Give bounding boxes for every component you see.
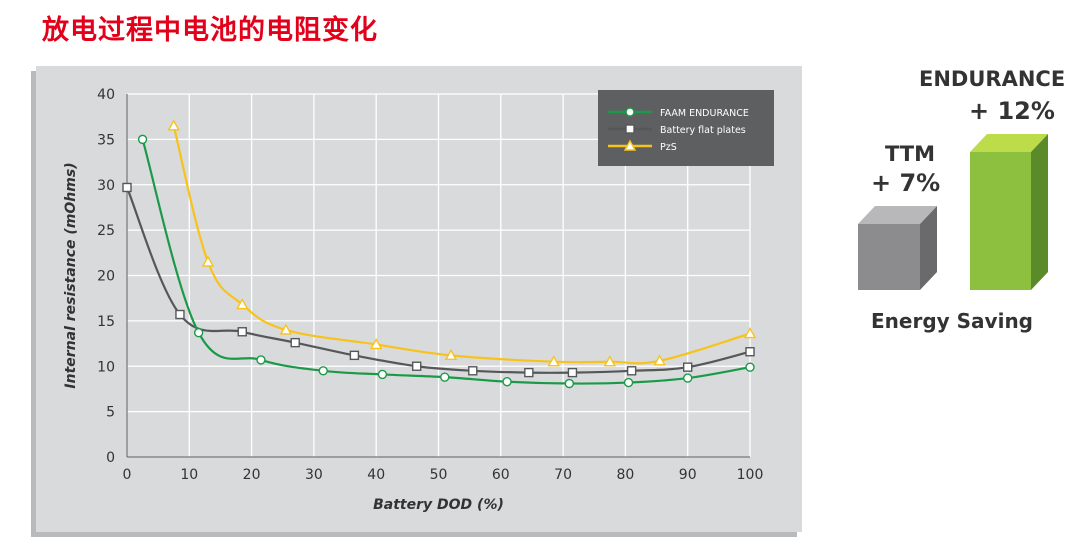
legend-label: FAAM ENDURANCE <box>660 108 749 119</box>
x-tick-label: 80 <box>616 467 634 483</box>
legend-swatch-marker <box>625 107 635 117</box>
data-point <box>175 309 185 320</box>
data-point <box>547 355 560 367</box>
legend-label: Battery flat plates <box>660 125 746 136</box>
data-point <box>444 348 458 361</box>
data-point <box>567 367 578 378</box>
data-point <box>745 347 755 357</box>
y-axis-title: Internal resistance (mOhms) <box>63 162 79 388</box>
x-tick-label: 20 <box>243 467 261 483</box>
data-point <box>411 361 422 371</box>
series-layer <box>122 119 757 389</box>
y-tick-label: 35 <box>97 132 115 148</box>
y-tick-label: 10 <box>97 359 115 375</box>
series-pzs <box>167 119 757 367</box>
resistance-line-chart: 0 10 20 30 40 50 60 70 80 90 100 0 5 10 15 20 25 30 35 40 Ba… <box>63 87 774 513</box>
x-tick-label: 40 <box>367 467 385 483</box>
series-line <box>172 125 751 365</box>
data-point <box>137 134 148 145</box>
ttm-label: TTM <box>885 142 936 166</box>
endurance-label: ENDURANCE <box>919 67 1066 91</box>
x-tick-label: 30 <box>305 467 323 483</box>
data-point <box>653 354 666 366</box>
data-point <box>167 119 180 131</box>
data-point <box>564 378 575 389</box>
series-faam-endurance <box>137 134 755 389</box>
data-point <box>683 373 693 383</box>
page-title: 放电过程中电池的电阻变化 <box>42 15 378 46</box>
y-tick-label: 25 <box>97 223 115 239</box>
data-point <box>745 362 755 372</box>
legend-label: PzS <box>660 142 677 153</box>
ttm-value: + 7% <box>871 169 941 197</box>
x-tick-label: 50 <box>430 467 448 483</box>
data-point <box>318 366 328 376</box>
x-tick-label: 100 <box>737 467 764 483</box>
legend-swatch-marker <box>623 139 637 151</box>
x-tick-label: 10 <box>180 467 198 483</box>
y-tick-label: 15 <box>97 314 115 330</box>
series-battery-flat-plates <box>122 182 755 378</box>
y-tick-label: 5 <box>106 405 115 421</box>
data-point <box>236 298 249 310</box>
data-point <box>440 372 450 382</box>
data-point <box>626 366 637 376</box>
data-point <box>468 366 478 376</box>
endurance-bar-front <box>970 152 1031 290</box>
data-point <box>623 377 634 388</box>
y-tick-label: 40 <box>97 87 115 103</box>
data-point <box>683 362 693 372</box>
endurance-bar-top <box>970 134 1048 152</box>
ttm-bar-side <box>920 206 937 290</box>
data-point <box>370 338 383 350</box>
data-point <box>193 327 204 338</box>
data-point <box>377 369 388 380</box>
endurance-value: + 12% <box>969 97 1055 125</box>
data-point <box>290 337 300 348</box>
x-tick-label: 0 <box>123 467 132 483</box>
data-point <box>502 376 512 387</box>
energy-saving-bars <box>858 134 1048 290</box>
ttm-bar-front <box>858 224 920 290</box>
legend-swatch-marker <box>625 124 635 134</box>
x-tick-label: 90 <box>679 467 697 483</box>
x-axis-title: Battery DOD (%) <box>373 497 504 513</box>
data-point <box>743 327 757 339</box>
series-line <box>125 187 751 374</box>
data-point <box>603 355 617 367</box>
x-tick-label: 60 <box>492 467 510 483</box>
data-point <box>524 367 534 378</box>
x-tick-label: 70 <box>554 467 572 483</box>
y-tick-label: 30 <box>97 178 115 194</box>
data-point <box>256 355 266 365</box>
data-point <box>122 182 132 193</box>
endurance-bar-side <box>1031 134 1048 290</box>
energy-saving-caption: Energy Saving <box>871 309 1033 333</box>
data-point <box>201 255 215 267</box>
data-point <box>279 323 293 335</box>
axes: 0 10 20 30 40 50 60 70 80 90 100 0 5 10 15 20 25 30 35 40 Ba… <box>63 87 763 513</box>
data-point <box>349 350 360 361</box>
data-point <box>237 327 247 337</box>
y-tick-label: 0 <box>106 450 115 466</box>
chart-panel: 0 10 20 30 40 50 60 70 80 90 100 0 5 10 15 20 25 30 35 40 Ba… <box>36 66 802 532</box>
y-tick-label: 20 <box>97 269 115 285</box>
legend: FAAM ENDURANCE Battery flat plates PzS <box>598 90 774 166</box>
ttm-bar-top <box>858 206 937 224</box>
